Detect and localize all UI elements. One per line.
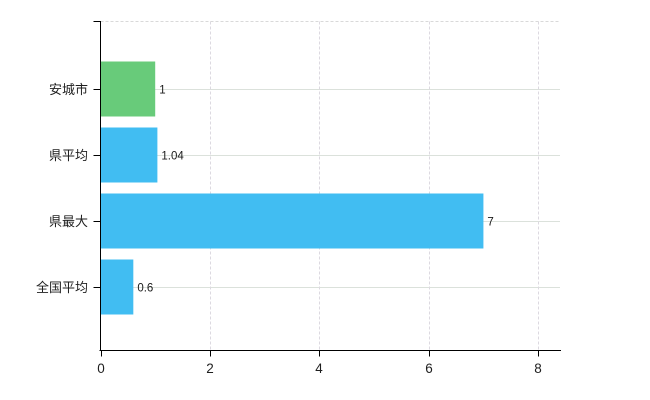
bar-3 (101, 259, 134, 315)
x-tick-label-2: 4 (315, 361, 323, 376)
bar-2 (101, 193, 484, 249)
value-label-1: 1.04 (161, 151, 184, 163)
category-label-2: 県最大 (49, 214, 88, 229)
x-tick-label-4: 8 (534, 361, 542, 376)
value-label-2: 7 (487, 217, 493, 229)
bar-1 (101, 127, 158, 183)
category-label-3: 全国平均 (36, 280, 88, 295)
category-label-0: 安城市 (49, 82, 88, 97)
value-label-3: 0.6 (137, 283, 153, 295)
x-tick-label-3: 6 (425, 361, 433, 376)
bar-0 (101, 61, 156, 117)
value-label-0: 1 (159, 85, 165, 97)
x-tick-label-1: 2 (206, 361, 214, 376)
x-tick-label-0: 0 (97, 361, 105, 376)
category-label-1: 県平均 (49, 148, 88, 163)
